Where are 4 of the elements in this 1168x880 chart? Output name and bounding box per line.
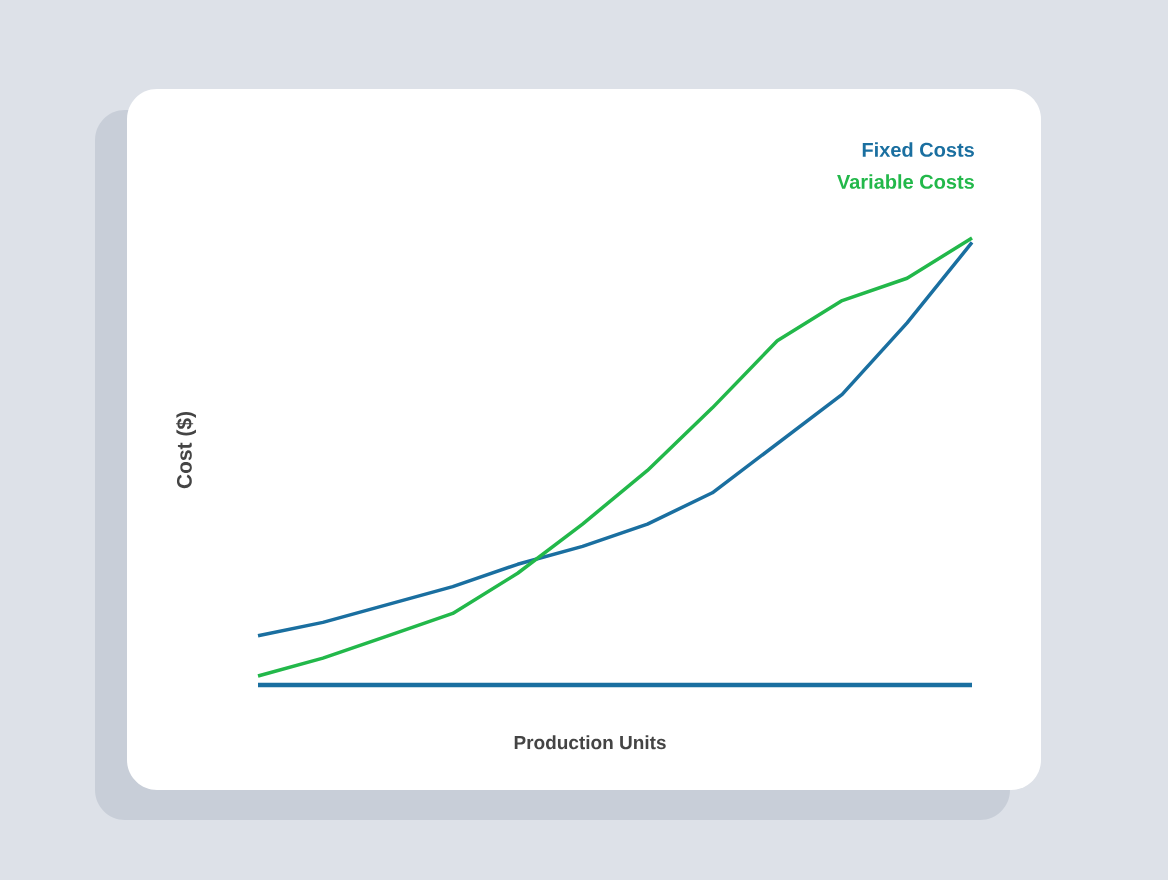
- text: Variable Costs: [837, 174, 974, 189]
- x-axis-title: Production Units: [514, 735, 666, 750]
- text: Fixed Costs: [862, 142, 974, 157]
- y-axis-title: Cost ($): [176, 411, 196, 489]
